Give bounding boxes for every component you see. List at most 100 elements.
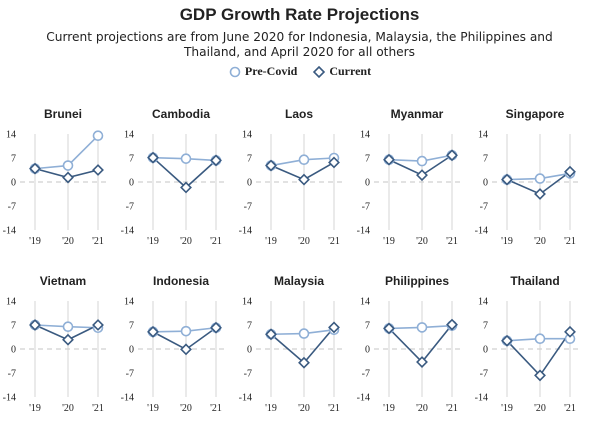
x-tick-label: '21 [564,236,576,247]
current-point[interactable] [210,154,222,167]
current-point[interactable] [180,343,192,356]
current-point[interactable] [265,159,277,172]
current-point[interactable] [62,333,74,346]
current-point[interactable] [446,318,458,331]
x-tick-label: '20 [62,403,74,414]
current-point[interactable] [501,173,513,186]
current-point[interactable] [147,151,159,164]
y-tick-label: -7 [362,369,370,380]
current-point[interactable] [534,188,546,200]
x-tick-label: '20 [180,236,192,247]
legend-label-current: Current [329,64,372,78]
x-tick-label: '20 [298,236,310,247]
x-tick-label: '20 [62,236,74,247]
current-point[interactable] [147,325,159,338]
x-tick-label: '21 [210,236,222,247]
current-point[interactable] [564,165,576,178]
y-tick-label: 7 [483,154,488,165]
legend-label-precovid: Pre-Covid [244,64,298,78]
panel-laos: Laos 14 7 0 -7 -14 '19 '20 '21 [239,107,342,247]
y-tick-label: 0 [247,178,252,189]
panel-myanmar: Myanmar 14 7 0 -7 -14 '19 '20 '21 [357,107,460,247]
current-point[interactable] [62,171,74,184]
current-point[interactable] [383,322,395,335]
current-point[interactable] [416,169,428,182]
x-tick-label: '19 [29,236,41,247]
x-tick-label: '20 [416,403,428,414]
legend-item-precovid[interactable]: Pre-Covid [228,64,297,79]
precovid-point[interactable] [62,321,74,333]
y-tick-label: 14 [124,130,134,141]
panel-malaysia: Malaysia 14 7 0 -7 -14 '19 '20 '21 [239,274,342,414]
current-point[interactable] [29,162,41,175]
x-tick-label: '21 [446,236,458,247]
current-point[interactable] [92,319,104,331]
panel-title: Laos [285,107,313,121]
y-tick-label: -7 [126,202,134,213]
precovid-point[interactable] [416,155,428,167]
precovid-point[interactable] [298,154,310,166]
current-point[interactable] [29,319,41,331]
current-point[interactable] [210,321,222,334]
current-point[interactable] [501,334,513,347]
legend-diamond-marker-icon [313,65,326,78]
x-tick-label: '19 [501,236,513,247]
x-tick-label: '19 [147,403,159,414]
panel-vietnam: Vietnam 14 7 0 -7 -14 '19 '20 '21 [3,274,106,414]
y-tick-label: 0 [365,178,370,189]
x-tick-label: '20 [180,403,192,414]
y-tick-label: 0 [483,178,488,189]
current-point[interactable] [328,156,340,169]
panel-title: Indonesia [153,274,209,288]
legend-item-current[interactable]: Current [312,64,371,79]
x-tick-label: '21 [210,403,222,414]
current-point[interactable] [416,356,428,368]
x-tick-label: '20 [298,403,310,414]
y-tick-label: -7 [8,369,16,380]
x-tick-label: '20 [416,236,428,247]
y-tick-label: 0 [11,178,16,189]
precovid-point[interactable] [298,328,310,339]
precovid-point[interactable] [534,333,546,345]
panel-indonesia: Indonesia 14 7 0 -7 -14 '19 '20 '21 [121,274,224,414]
panel-singapore: Singapore 14 7 0 -7 -14 '19 '20 '21 [475,107,578,247]
x-tick-label: '19 [147,236,159,247]
current-point[interactable] [180,181,192,194]
current-point[interactable] [298,173,310,186]
x-tick-label: '21 [328,236,340,247]
precovid-point[interactable] [180,325,192,337]
precovid-point[interactable] [92,130,104,142]
y-tick-label: -14 [475,226,488,237]
y-tick-label: 7 [11,154,16,165]
y-tick-label: -14 [357,226,370,237]
y-tick-label: 7 [365,321,370,332]
panel-philippines: Philippines 14 7 0 -7 -14 '19 '20 '21 [357,274,460,414]
precovid-point[interactable] [62,160,74,171]
current-point[interactable] [298,356,310,369]
current-point[interactable] [383,153,395,166]
y-tick-label: -7 [126,369,134,380]
y-tick-label: 7 [483,321,488,332]
y-tick-label: -7 [480,202,488,213]
current-point[interactable] [446,149,458,162]
x-tick-label: '19 [383,403,395,414]
x-tick-label: '21 [446,403,458,414]
y-tick-label: 7 [247,321,252,332]
y-tick-label: 7 [365,154,370,165]
y-tick-label: 14 [6,130,16,141]
y-tick-label: -14 [3,226,16,237]
y-tick-label: 0 [129,178,134,189]
y-tick-label: -7 [244,369,252,380]
current-point[interactable] [534,369,546,382]
y-tick-label: 14 [242,297,252,308]
current-point[interactable] [564,325,576,338]
y-tick-label: 14 [360,130,370,141]
current-point[interactable] [265,328,277,341]
x-tick-label: '21 [328,403,340,414]
precovid-point[interactable] [416,322,428,333]
x-tick-label: '19 [265,236,277,247]
precovid-point[interactable] [534,173,546,184]
current-point[interactable] [328,321,340,334]
current-point[interactable] [92,164,104,176]
precovid-point[interactable] [180,153,192,164]
